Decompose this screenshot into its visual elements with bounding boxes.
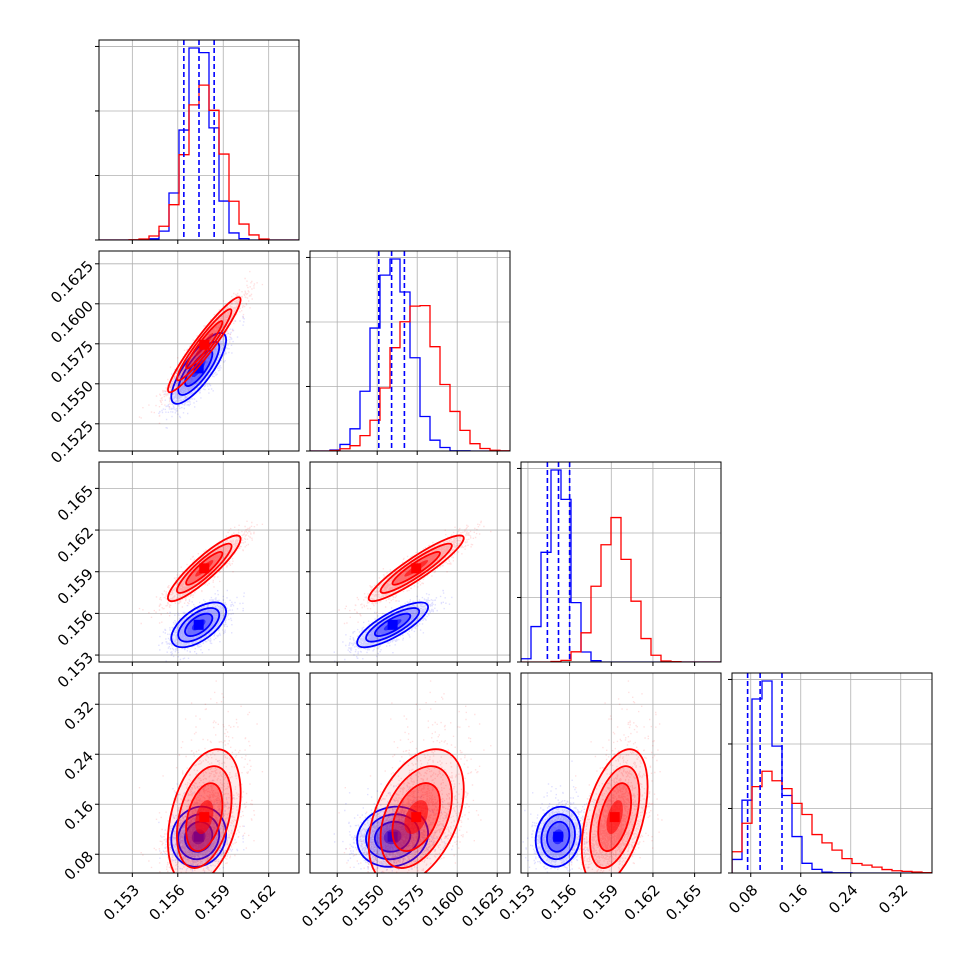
panel-3-1 [306,672,511,877]
x-tick-label: 0.159 [191,881,234,924]
y-tick-label: 0.156 [54,607,97,650]
panel-2-2 [517,461,722,666]
panel-frame [309,672,511,874]
x-tick-label: 0.162 [236,881,279,924]
density-peak-series-0 [387,619,398,630]
panel-1-1 [306,250,511,455]
y-tick-label: 0.1600 [47,297,97,347]
histogram-series-1 [99,84,299,240]
histogram-series-0 [732,680,932,873]
x-tick-label: 0.1600 [418,881,468,931]
scatter-series-0 [333,760,453,873]
y-tick-label: 0.08 [61,848,97,884]
x-tick-label: 0.156 [537,881,580,924]
y-tick-label: 0.16 [61,798,97,834]
histogram-series-1 [732,770,932,873]
scatter-series-0 [522,760,595,873]
density-peak-series-0 [193,831,204,842]
x-tick-label: 0.1550 [338,881,388,931]
x-tick-label: 0.156 [145,881,188,924]
panel-frame [309,461,511,663]
panel-3-2 [517,672,722,877]
histogram-series-0 [521,469,721,662]
histogram-series-1 [310,304,510,451]
panel-frame [98,461,300,663]
panel-0-0 [95,39,300,244]
panel-frame [520,461,722,663]
y-tick-label: 0.162 [54,523,97,566]
x-tick-label: 0.165 [662,881,705,924]
y-tick-label: 0.24 [61,748,97,784]
panel-frame [98,250,300,452]
y-tick-label: 0.1525 [47,417,97,467]
panel-frame [731,672,933,874]
panel-frame [520,672,722,874]
x-tick-label: 0.24 [825,881,861,917]
y-tick-label: 0.1550 [47,377,97,427]
x-tick-label: 0.1525 [298,881,348,931]
y-tick-label: 0.159 [54,565,97,608]
density-peak-series-1 [199,339,210,350]
density-peak-series-1 [609,812,620,823]
x-tick-label: 0.16 [775,881,811,917]
y-tick-label: 0.32 [61,698,97,734]
x-tick-label: 0.32 [875,881,911,917]
y-tick-label: 0.165 [54,482,97,525]
x-tick-label: 0.08 [725,881,761,917]
panel-3-3 [728,672,933,877]
x-tick-label: 0.162 [621,881,664,924]
histogram-series-0 [310,258,510,451]
panel-1-0 [95,250,300,455]
y-tick-label: 0.1575 [47,337,97,387]
x-tick-label: 0.1575 [378,881,428,931]
density-peak-series-1 [411,563,422,574]
density-peak-series-1 [199,812,210,823]
density-peak-series-0 [193,619,204,630]
panel-3-0 [95,672,300,877]
x-tick-label: 0.153 [496,881,539,924]
panel-frame [98,672,300,874]
scatter-series-1 [560,680,663,873]
panel-frame [309,250,511,452]
density-peak-series-1 [199,563,210,574]
x-tick-label: 0.153 [100,881,143,924]
scatter-series-1 [338,680,492,873]
y-tick-label: 0.153 [54,648,97,691]
panel-frame [98,39,300,241]
y-tick-label: 0.1625 [47,257,97,307]
panel-2-0 [95,461,300,666]
density-peak-series-1 [411,812,422,823]
x-tick-label: 0.159 [579,881,622,924]
density-peak-series-0 [193,363,204,374]
density-peak-series-0 [553,831,564,842]
panel-2-1 [306,461,511,666]
